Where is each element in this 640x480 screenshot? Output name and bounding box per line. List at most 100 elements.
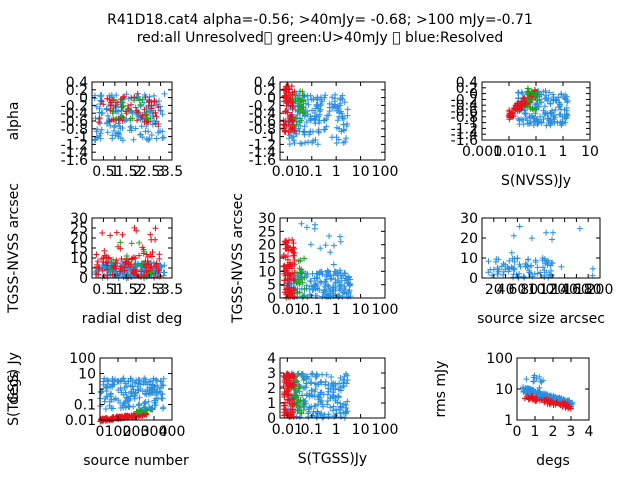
point-p3-blue-0-164 [545,95,552,102]
ylabel-p4: TGSS-NVSS arcsec [6,183,22,314]
point-p5-blue-0-137 [335,272,342,279]
point-p2-green-2-5 [292,92,298,99]
point-p7-blue-2-123 [100,381,107,388]
ytick-label-p6-1: 10 [460,251,478,267]
ytick-label-p3-10: -1.6 [451,133,478,149]
point-p6-blue-0-28 [534,264,541,271]
point-p7-blue-2-166 [160,375,167,382]
point-p8-blue-0-169 [306,393,313,400]
point-p2-blue-0-110 [305,139,312,145]
point-p8-green-2-17 [295,370,302,377]
xtick-label-p5-4: 100 [372,302,399,318]
point-p1-green-2-13 [143,108,150,115]
ytick-label-p6-3: 30 [460,211,478,227]
ytick-label-p7-1: 0.1 [74,398,96,414]
point-p2-blue-0-178 [317,94,324,101]
point-p6-blue-1-2 [589,265,596,272]
point-p2-blue-0-127 [320,117,327,124]
point-p5-blue-1-6 [298,220,305,227]
ytick-label-p3-9: -1.4 [451,127,478,143]
point-p5-red-2-81 [291,245,297,252]
point-p8-blue-0-119 [343,380,350,387]
point-p1-green-2-0 [131,97,137,104]
point-p8-blue-0-175 [307,380,314,387]
point-p2-blue-0-142 [296,128,303,135]
point-p1-green-2-14 [139,96,146,103]
point-p2-blue-0-148 [325,112,332,119]
point-p3-blue-0-119 [553,97,560,104]
point-p6-blue-0-4 [511,259,518,265]
xlabel-p9: degs [536,453,570,469]
xtick-label-p3-1: 0.01 [493,144,524,160]
xtick-label-p1-3: 2 [133,164,142,180]
point-p1-blue-0-49 [97,120,104,127]
point-p7-blue-2-155 [110,405,116,412]
point-p2-red-1-50 [283,102,290,109]
point-p8-blue-0-185 [308,387,315,394]
point-p5-red-2-76 [290,285,297,291]
xtick-label-p1-2: 1.5 [115,164,137,180]
point-p6-blue-1-8 [526,267,532,274]
xlabel-p4: radial dist deg [82,311,182,327]
ytick-label-p3-7: -1 [464,116,478,132]
point-p2-blue-0-146 [344,112,351,119]
point-p9-blue-0-167 [528,390,534,397]
point-p8-green-2-12 [294,408,301,414]
point-p1-red-1-7 [142,94,149,101]
xtick-label-p9-3: 3 [567,424,576,440]
point-p1-blue-0-146 [137,131,144,138]
point-p8-blue-0-160 [330,386,337,393]
point-p3-blue-0-121 [538,119,545,126]
point-p8-green-2-10 [300,376,307,383]
point-p8-blue-0-96 [332,397,339,404]
point-p5-green-3-16 [296,289,303,296]
point-p3-blue-0-122 [558,122,565,129]
point-p4-red-1-63 [102,259,109,266]
point-p4-blue-0-169 [127,273,134,280]
point-p8-green-2-8 [294,378,301,385]
xtick-label-p8-1: 0.1 [301,422,323,438]
point-p8-blue-0-164 [321,411,328,418]
point-p4-green-3-12 [128,240,135,247]
point-p1-green-2-10 [113,115,120,122]
point-p8-green-2-5 [301,400,307,407]
frame-p6 [481,217,601,279]
point-p4-red-1-26 [101,252,108,259]
point-p8-green-2-11 [296,403,303,410]
ytick-label-p3-4: -0.4 [451,98,478,114]
point-p2-blue-0-40 [301,129,308,136]
point-p3-blue-0-159 [563,93,570,100]
point-p2-blue-0-179 [292,130,299,137]
point-p2-blue-0-64 [343,135,350,142]
point-p8-red-1-85 [282,374,289,381]
point-p7-blue-2-175 [104,381,111,388]
point-p9-red-1-58 [557,401,564,408]
point-p6-blue-0-16 [528,262,535,269]
point-p1-red-1-52 [108,99,115,106]
point-p3-blue-0-92 [537,99,544,106]
point-p7-blue-2-130 [135,380,142,387]
point-p5-red-2-69 [282,289,289,296]
point-p7-red-0-114 [122,413,129,420]
point-p8-green-2-22 [300,407,307,413]
point-p8-blue-0-193 [318,410,325,417]
xtick-label-p5-1: 0.1 [301,302,323,318]
point-p1-red-1-55 [153,113,160,120]
point-p9-blue-2-3 [523,376,530,383]
point-p4-red-1-58 [118,255,125,262]
point-p7-blue-2-144 [140,405,147,411]
point-p7-blue-2-140 [129,377,136,384]
point-p8-blue-0-149 [343,370,349,377]
point-p1-blue-0-130 [103,106,110,113]
point-p8-green-2-24 [299,392,306,399]
point-p8-blue-0-69 [327,404,334,411]
ytick-label-p1-0: 0.4 [66,75,88,91]
xtick-label-p9-2: 2 [549,424,558,440]
point-p7-blue-2-126 [151,397,158,404]
ytick-label-p4-4: 20 [70,231,88,247]
point-p9-blue-2-8 [537,378,544,385]
point-p8-red-1-53 [281,412,288,418]
xtick-label-p7-3: 300 [141,424,168,440]
xtick-label-p6-8: 180 [575,282,602,298]
